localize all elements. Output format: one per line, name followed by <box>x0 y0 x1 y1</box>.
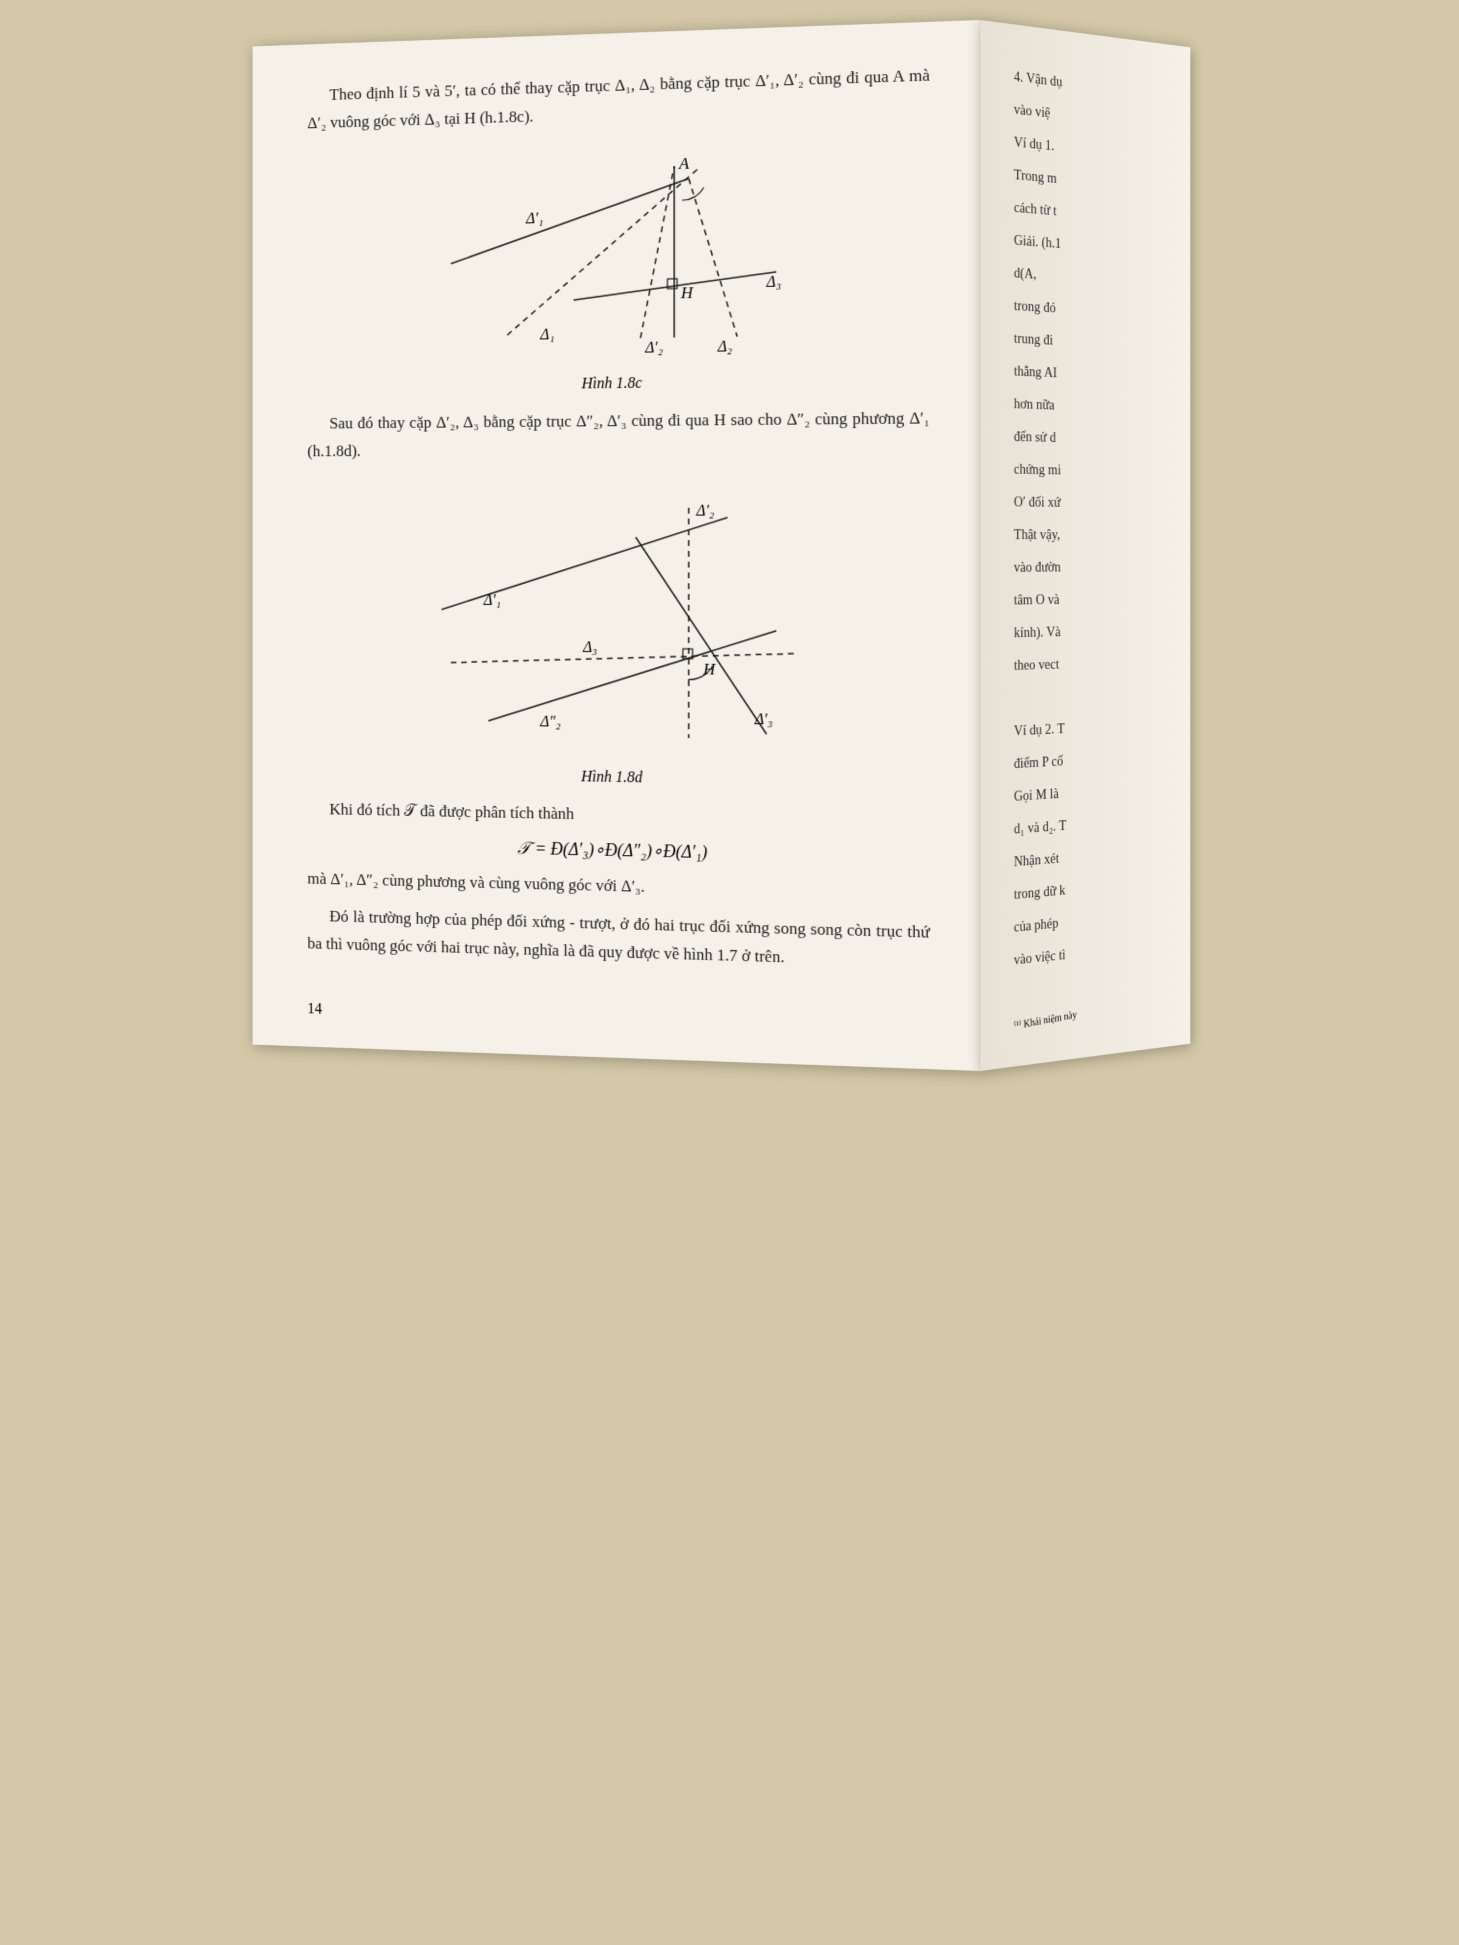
left-page: Theo định lí 5 và 5′, ta có thể thay cặp… <box>252 20 979 1071</box>
figure-1-8d-svg: Δ′₁ Δ″₂ Δ₃ Δ′₂ Δ′₃ H <box>394 477 834 764</box>
svg-text:Δ₃: Δ₃ <box>582 639 597 656</box>
figure-1-8c-svg: Δ′₁ Δ₁ Δ′₂ Δ₂ Δ₃ A H <box>413 137 815 369</box>
svg-text:Δ″₂: Δ″₂ <box>539 713 561 730</box>
page-number: 14 <box>307 1001 322 1019</box>
svg-text:H: H <box>680 283 694 302</box>
svg-text:Δ′₂: Δ′₂ <box>695 502 714 519</box>
paragraph-5: Đó là trường hợp của phép đối xứng - trư… <box>307 903 929 977</box>
equation: 𝒯 = Đ(Δ′₃)∘Đ(Δ″₂)∘Đ(Δ′₁) <box>307 834 929 868</box>
svg-text:Δ₃: Δ₃ <box>765 274 781 291</box>
svg-text:Δ′₁: Δ′₁ <box>525 210 543 227</box>
paragraph-3: Khi đó tích 𝒯 đã được phân tích thành <box>307 795 929 835</box>
svg-text:Δ′₃: Δ′₃ <box>753 711 772 728</box>
right-page: 4. Vận dụvào việVí dụ 1.Trong mcách từ t… <box>980 20 1190 1071</box>
right-page-text: 4. Vận dụvào việVí dụ 1.Trong mcách từ t… <box>1013 64 1174 974</box>
svg-text:A: A <box>678 154 690 173</box>
figure-1-8d: Δ′₁ Δ″₂ Δ₃ Δ′₂ Δ′₃ H Hình 1.8d <box>307 477 929 792</box>
footnote: ⁽¹⁾ Khái niệm này <box>1013 990 1174 1032</box>
svg-text:Δ′₁: Δ′₁ <box>482 592 500 609</box>
figure-1-8c-caption: Hình 1.8c <box>307 371 929 396</box>
paragraph-1: Theo định lí 5 và 5′, ta có thể thay cặp… <box>307 62 929 138</box>
svg-text:Δ′₂: Δ′₂ <box>644 339 663 356</box>
svg-text:Δ₂: Δ₂ <box>716 338 732 355</box>
figure-1-8d-caption: Hình 1.8d <box>307 764 929 792</box>
figure-1-8c: Δ′₁ Δ₁ Δ′₂ Δ₂ Δ₃ A H Hình 1.8c <box>307 134 929 396</box>
paragraph-4: mà Δ′₁, Δ″₂ cùng phương và cùng vuông gó… <box>307 866 929 909</box>
svg-text:H: H <box>702 659 716 678</box>
paragraph-2: Sau đó thay cặp Δ′₂, Δ₃ bằng cặp trục Δ″… <box>307 404 929 465</box>
svg-text:Δ₁: Δ₁ <box>539 326 554 343</box>
